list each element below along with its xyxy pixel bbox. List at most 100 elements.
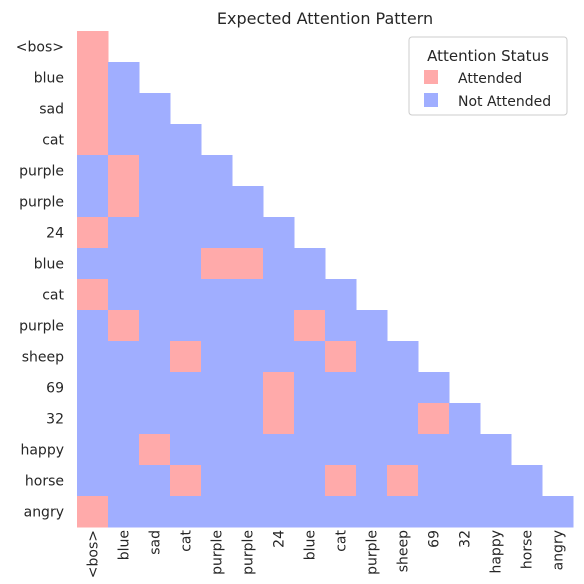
heatmap-cell-not-attended <box>263 434 295 466</box>
y-tick-label: horse <box>25 474 64 490</box>
x-tick-label: cat <box>179 529 195 551</box>
heatmap-cell-not-attended <box>263 217 295 249</box>
heatmap-cell-attended <box>108 155 140 187</box>
y-tick-label: 69 <box>46 381 64 397</box>
heatmap-cell-attended <box>325 465 357 497</box>
heatmap-cell-not-attended <box>108 62 140 94</box>
x-tick-label: purple <box>241 530 257 575</box>
heatmap-cell-not-attended <box>201 155 233 187</box>
legend-swatch-not-attended <box>424 93 438 107</box>
y-tick-label: cat <box>42 133 64 149</box>
heatmap-cell-not-attended <box>77 465 109 497</box>
heatmap-cell-not-attended <box>77 155 109 187</box>
heatmap-cell-not-attended <box>170 155 202 187</box>
heatmap-cell-not-attended <box>108 341 140 373</box>
y-tick-label: cat <box>42 288 64 304</box>
heatmap-cell-not-attended <box>232 496 264 528</box>
heatmap-cell-not-attended <box>356 372 388 404</box>
heatmap-cell-not-attended <box>170 124 202 156</box>
x-tick-label: 32 <box>458 530 474 548</box>
heatmap-cell-not-attended <box>139 341 171 373</box>
heatmap-cell-not-attended <box>511 496 543 528</box>
heatmap-cell-attended <box>201 248 233 280</box>
heatmap-cell-not-attended <box>263 496 295 528</box>
heatmap-cell-not-attended <box>170 434 202 466</box>
heatmap-cell-not-attended <box>480 465 512 497</box>
heatmap-cell-not-attended <box>108 465 140 497</box>
heatmap-cell-not-attended <box>294 372 326 404</box>
y-tick-label: angry <box>24 505 64 521</box>
heatmap-cell-not-attended <box>232 434 264 466</box>
heatmap-cell-not-attended <box>480 434 512 466</box>
heatmap-cell-not-attended <box>139 124 171 156</box>
heatmap-cell-not-attended <box>139 310 171 342</box>
heatmap-cell-attended <box>263 372 295 404</box>
heatmap-cell-not-attended <box>418 496 450 528</box>
x-tick-label: 24 <box>272 530 288 548</box>
y-tick-label: 24 <box>46 226 64 242</box>
heatmap-cell-attended <box>77 31 109 63</box>
heatmap-cell-not-attended <box>449 465 481 497</box>
heatmap-cell-not-attended <box>170 248 202 280</box>
heatmap-cell-not-attended <box>108 124 140 156</box>
legend: Attention Status Attended Not Attended <box>408 36 568 116</box>
y-tick-label: blue <box>34 257 64 273</box>
heatmap-cell-attended <box>77 93 109 125</box>
heatmap-cell-not-attended <box>325 372 357 404</box>
legend-swatch-attended <box>424 70 438 84</box>
y-tick-label: happy <box>20 443 64 459</box>
heatmap-cell-not-attended <box>77 434 109 466</box>
heatmap-cell-not-attended <box>294 434 326 466</box>
heatmap-cell-not-attended <box>201 217 233 249</box>
heatmap-cell-not-attended <box>139 279 171 311</box>
y-tick-label: purple <box>19 319 64 335</box>
heatmap-cell-not-attended <box>201 465 233 497</box>
heatmap-cell-attended <box>325 341 357 373</box>
heatmap-cell-not-attended <box>77 310 109 342</box>
heatmap-cell-not-attended <box>77 403 109 435</box>
heatmap-cell-not-attended <box>201 279 233 311</box>
heatmap-cell-attended <box>418 403 450 435</box>
x-tick-label: horse <box>520 530 536 569</box>
heatmap-cell-not-attended <box>139 403 171 435</box>
heatmap-cell-attended <box>77 124 109 156</box>
y-tick-label: blue <box>34 71 64 87</box>
heatmap-cell-not-attended <box>542 496 574 528</box>
heatmap-cell-not-attended <box>108 372 140 404</box>
x-tick-label: blue <box>117 530 133 560</box>
x-tick-label: happy <box>489 530 505 574</box>
heatmap-cell-attended <box>77 62 109 94</box>
x-tick-label: angry <box>551 530 567 570</box>
heatmap-cell-not-attended <box>170 372 202 404</box>
heatmap-cell-not-attended <box>139 248 171 280</box>
heatmap-cell-not-attended <box>201 186 233 218</box>
heatmap-cell-not-attended <box>139 186 171 218</box>
heatmap-cell-not-attended <box>294 279 326 311</box>
heatmap-cell-not-attended <box>356 310 388 342</box>
y-tick-label: sad <box>39 102 64 118</box>
heatmap-cell-not-attended <box>294 341 326 373</box>
heatmap-cell-attended <box>139 434 171 466</box>
heatmap-cells <box>77 31 574 528</box>
heatmap-cell-not-attended <box>511 465 543 497</box>
heatmap-cell-not-attended <box>108 248 140 280</box>
heatmap-cell-attended <box>294 310 326 342</box>
x-tick-label: purple <box>365 530 381 575</box>
heatmap-cell-not-attended <box>294 403 326 435</box>
heatmap-cell-not-attended <box>232 403 264 435</box>
heatmap-cell-not-attended <box>356 496 388 528</box>
heatmap-cell-not-attended <box>201 496 233 528</box>
heatmap-cell-not-attended <box>232 372 264 404</box>
heatmap-cell-not-attended <box>294 465 326 497</box>
heatmap-cell-not-attended <box>449 403 481 435</box>
heatmap-cell-not-attended <box>449 496 481 528</box>
heatmap-cell-attended <box>108 310 140 342</box>
heatmap-cell-not-attended <box>170 496 202 528</box>
heatmap-cell-attended <box>170 465 202 497</box>
heatmap-cell-not-attended <box>108 217 140 249</box>
heatmap-cell-not-attended <box>356 465 388 497</box>
x-tick-label: <bos> <box>86 530 102 578</box>
heatmap-cell-not-attended <box>201 341 233 373</box>
y-tick-label: 32 <box>46 412 64 428</box>
